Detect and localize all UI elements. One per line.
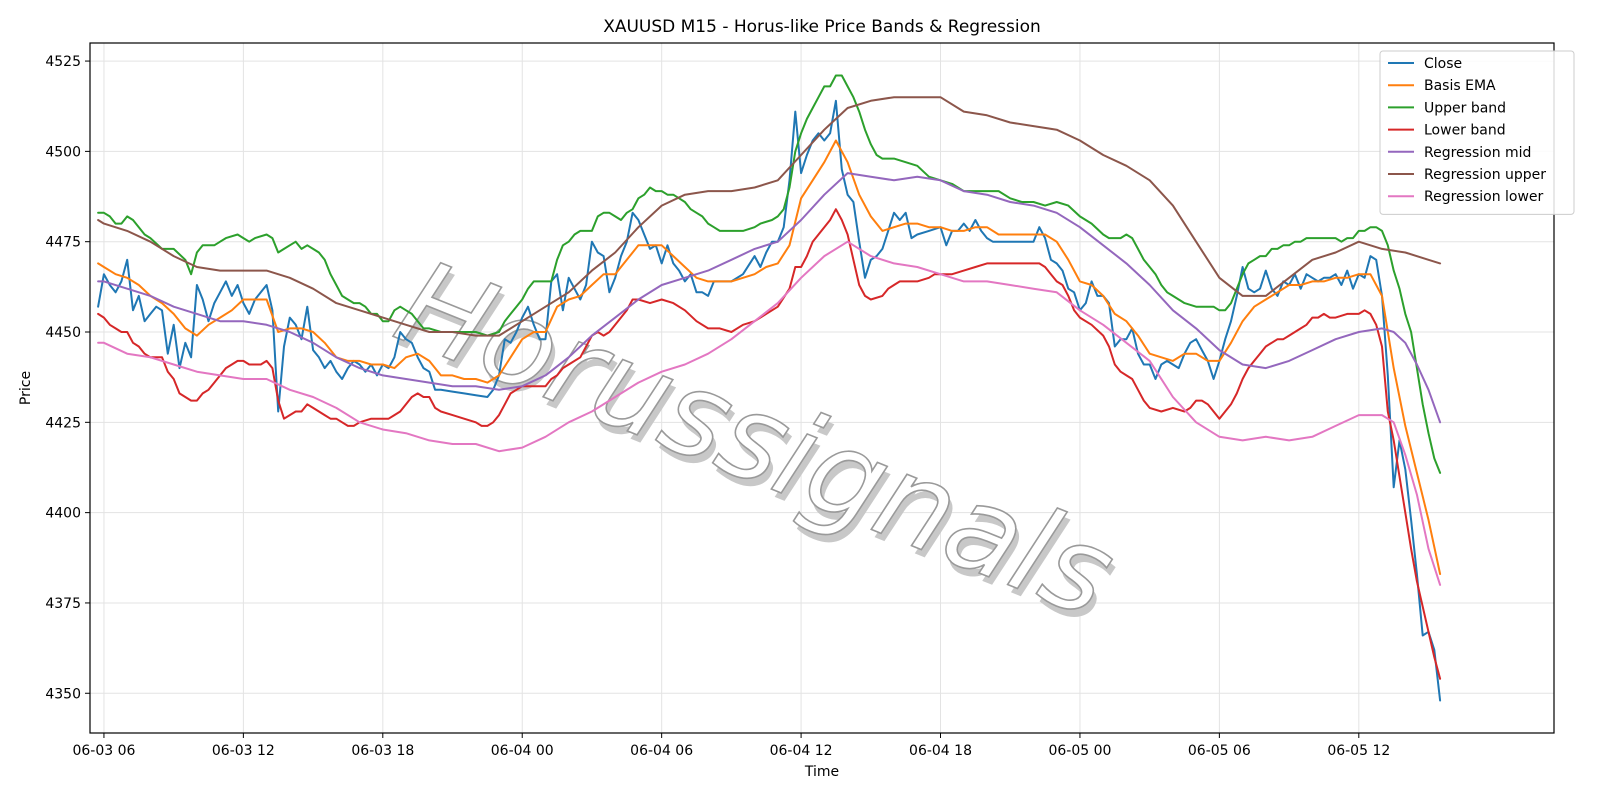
series-line-5 xyxy=(97,172,1442,424)
y-tick-label: 4450 xyxy=(45,325,81,341)
x-tick-label: 06-04 06 xyxy=(630,743,693,759)
y-tick-label: 4500 xyxy=(45,144,81,160)
legend-label: Close xyxy=(1424,56,1462,72)
series-layer xyxy=(97,74,1442,702)
legend-label: Basis EMA xyxy=(1424,78,1496,94)
x-tick-label: 06-03 12 xyxy=(212,743,275,759)
y-tick-label: 4375 xyxy=(45,596,81,612)
x-tick-label: 06-03 06 xyxy=(72,743,135,759)
x-tick-label: 06-05 06 xyxy=(1188,743,1251,759)
y-tick-label: 4525 xyxy=(45,54,81,70)
legend-label: Regression lower xyxy=(1424,189,1544,205)
legend: Close Basis EMA Upper band Lower band Regres… xyxy=(1379,50,1575,215)
x-axis: 06-03 06 06-03 12 06-03 18 06-04 00 06-04 06… xyxy=(72,733,1390,759)
legend-label: Regression upper xyxy=(1424,167,1546,183)
x-tick-label: 06-04 18 xyxy=(909,743,972,759)
x-tick-label: 06-05 00 xyxy=(1048,743,1111,759)
x-tick-label: 06-04 00 xyxy=(491,743,554,759)
y-axis-title: Price xyxy=(18,371,34,405)
series-line-6 xyxy=(97,96,1442,337)
y-tick-label: 4475 xyxy=(45,235,81,251)
legend-box xyxy=(1379,50,1575,215)
x-tick-label: 06-03 18 xyxy=(351,743,414,759)
series-line-7 xyxy=(97,240,1442,586)
series-line-4 xyxy=(97,208,1442,680)
y-axis: 4350 4375 4400 4425 4450 4475 4500 4525 xyxy=(45,54,90,702)
legend-label: Lower band xyxy=(1424,123,1506,139)
series-line-1 xyxy=(97,99,1442,702)
x-tick-label: 06-04 12 xyxy=(770,743,833,759)
series-line-2 xyxy=(97,139,1442,575)
x-axis-title: Time xyxy=(804,764,839,780)
x-tick-label: 06-05 12 xyxy=(1327,743,1390,759)
plot-frame xyxy=(89,42,1555,734)
series-line-3 xyxy=(97,74,1442,474)
y-tick-label: 4425 xyxy=(45,415,81,431)
legend-label: Upper band xyxy=(1424,100,1506,116)
legend-label: Regression mid xyxy=(1424,145,1531,161)
grid xyxy=(90,43,1554,733)
chart-title: XAUUSD M15 - Horus-like Price Bands & Re… xyxy=(603,17,1041,37)
y-tick-label: 4400 xyxy=(45,506,81,522)
y-tick-label: 4350 xyxy=(45,686,81,702)
